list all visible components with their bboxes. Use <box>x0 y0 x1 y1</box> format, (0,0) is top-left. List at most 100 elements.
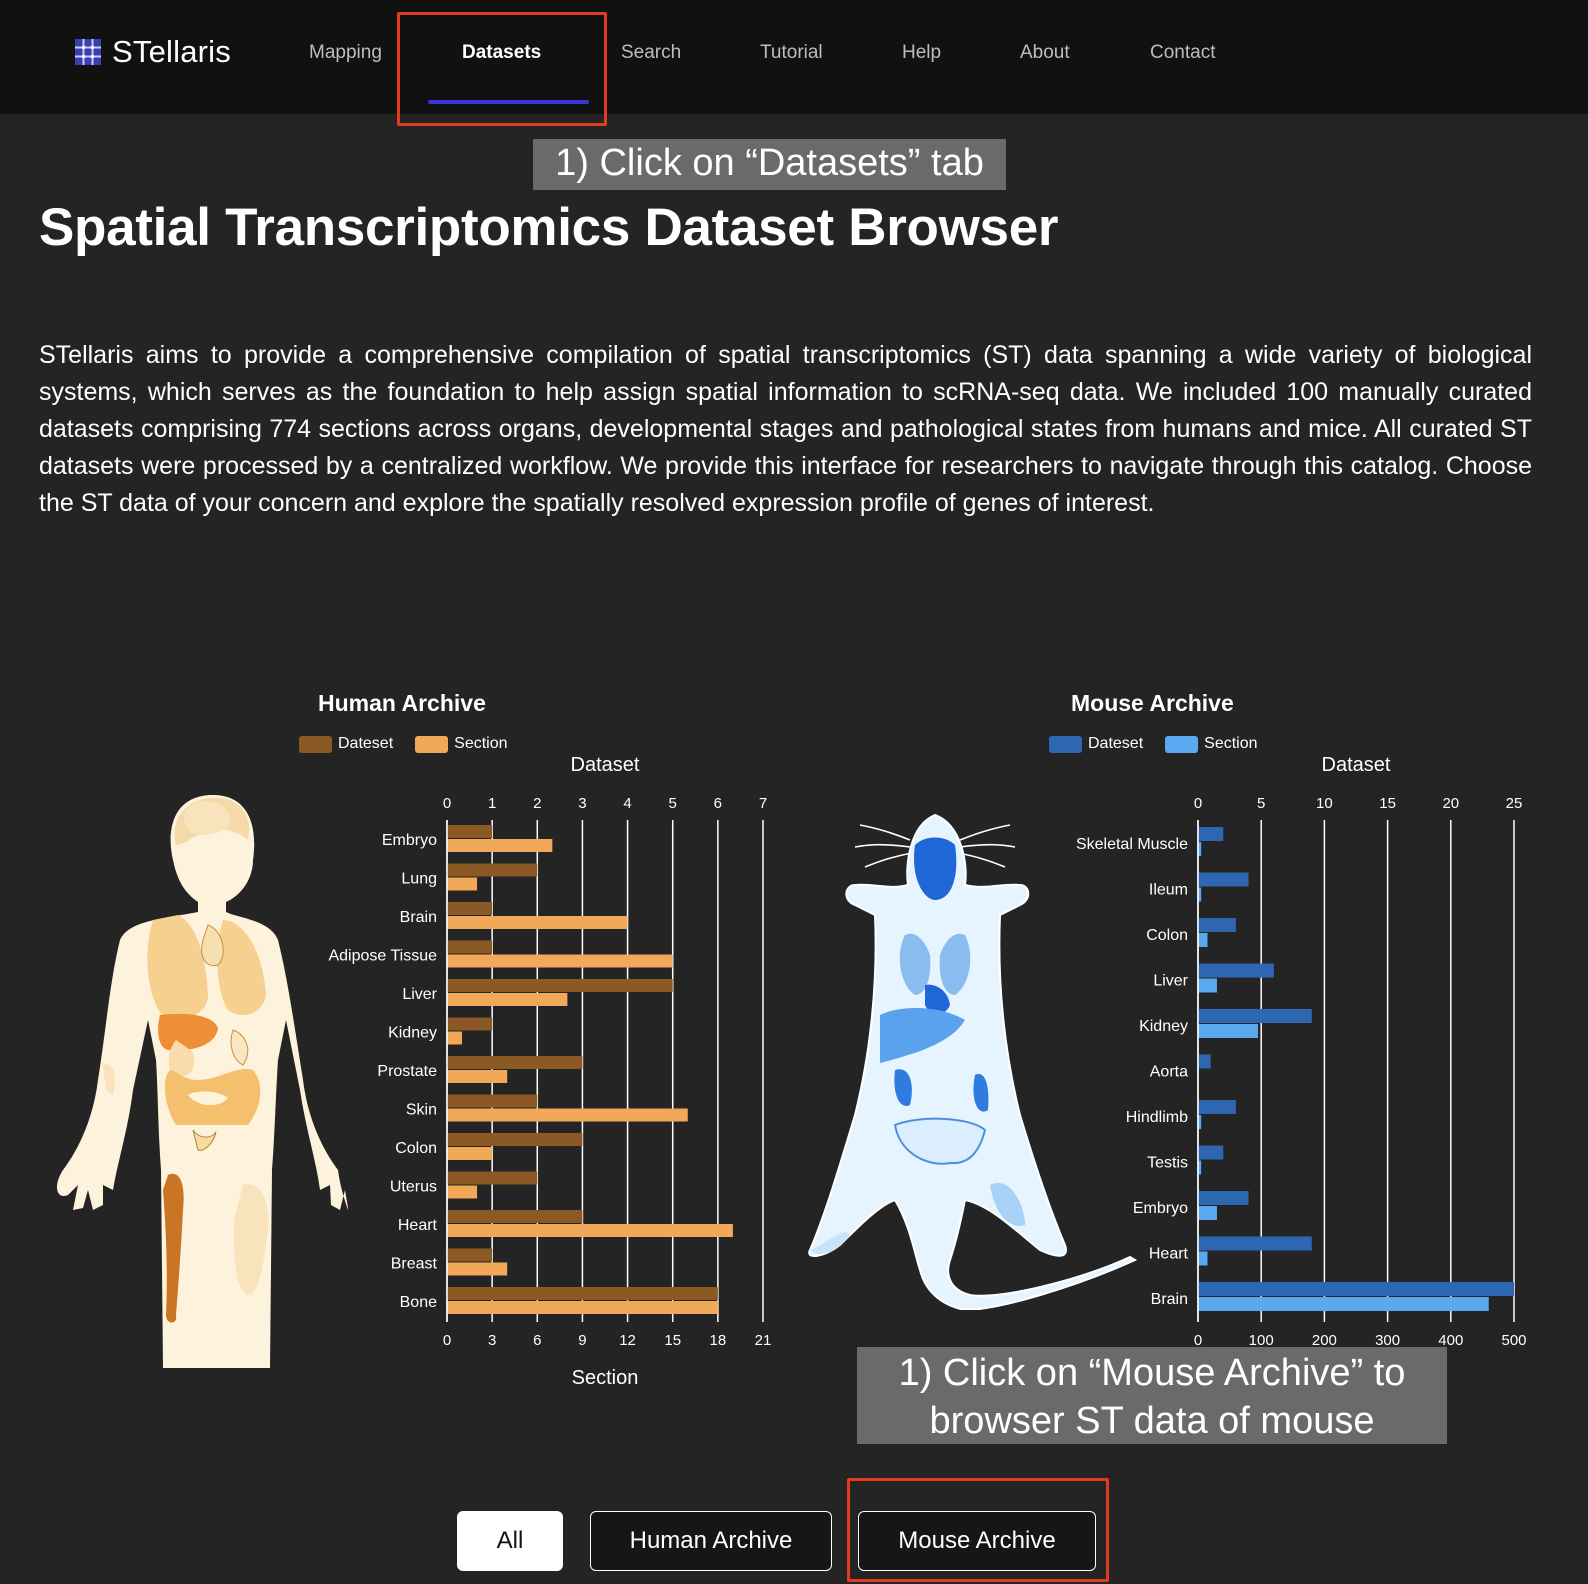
filter-mouse-archive-button[interactable]: Mouse Archive <box>858 1511 1096 1571</box>
section-bar <box>447 1224 733 1237</box>
top-tick-label: 1 <box>488 795 496 812</box>
section-bar <box>447 1108 688 1122</box>
category-label: Lung <box>401 871 437 888</box>
section-bar <box>1198 887 1202 902</box>
category-label: Colon <box>1146 927 1188 944</box>
top-tick-label: 20 <box>1442 795 1459 812</box>
dataset-bar <box>447 1287 718 1300</box>
section-bar <box>1198 1206 1217 1220</box>
legend-swatch-dataset <box>299 735 332 753</box>
nav-about[interactable]: About <box>1020 42 1070 63</box>
top-axis-label: Dataset <box>571 754 640 776</box>
top-tick-label: 10 <box>1316 795 1333 812</box>
section-bar <box>1198 1251 1208 1266</box>
category-label: Colon <box>395 1140 437 1157</box>
dataset-bar <box>447 902 493 915</box>
section-bar <box>447 1262 508 1276</box>
section-bar <box>447 916 628 929</box>
category-label: Skin <box>406 1102 437 1119</box>
dataset-bar <box>447 1017 493 1031</box>
bottom-axis-label: Section <box>572 1367 639 1389</box>
section-bar <box>447 1185 478 1199</box>
category-label: Liver <box>1153 973 1188 990</box>
category-label: Testis <box>1147 1155 1188 1172</box>
top-tick-label: 7 <box>759 795 767 812</box>
callout-line-2: browser ST data of mouse <box>929 1400 1375 1442</box>
top-tick-label: 0 <box>1194 795 1202 812</box>
dataset-bar <box>447 825 493 838</box>
human-legend: Dateset Section <box>299 735 508 753</box>
category-label: Aorta <box>1150 1064 1188 1081</box>
top-tick-label: 25 <box>1506 795 1523 812</box>
section-bar <box>447 954 673 968</box>
filter-all-button[interactable]: All <box>457 1511 563 1571</box>
top-tick-label: 3 <box>578 795 586 812</box>
bottom-tick-label: 300 <box>1375 1332 1400 1349</box>
nav-help[interactable]: Help <box>902 42 942 63</box>
bottom-tick-label: 15 <box>664 1332 681 1349</box>
nav-datasets[interactable]: Datasets <box>462 42 542 63</box>
bottom-tick-label: 21 <box>755 1332 772 1349</box>
category-label: Breast <box>391 1256 438 1273</box>
section-bar <box>447 1070 508 1083</box>
nav-tutorial[interactable]: Tutorial <box>760 42 823 63</box>
legend-label-dataset: Dateset <box>1088 735 1144 752</box>
legend-swatch-section <box>1165 735 1199 753</box>
dataset-bar <box>447 1133 583 1146</box>
dataset-bar <box>1198 827 1224 841</box>
bottom-tick-label: 12 <box>619 1332 636 1349</box>
legend-label-section: Section <box>454 735 508 752</box>
section-bar <box>447 993 568 1006</box>
mouse-archive-highlight-box <box>847 1478 1109 1582</box>
category-label: Skeletal Muscle <box>1076 836 1188 853</box>
section-bar <box>447 839 553 852</box>
legend-label-dataset: Dateset <box>338 735 394 752</box>
human-chart-title: Human Archive <box>318 690 486 716</box>
logo[interactable]: STellaris <box>74 34 231 70</box>
top-tick-label: 5 <box>1257 795 1265 812</box>
bottom-tick-label: 3 <box>488 1332 496 1349</box>
bottom-tick-label: 100 <box>1249 1332 1274 1349</box>
top-tick-label: 4 <box>623 795 631 812</box>
category-label: Kidney <box>1139 1018 1188 1035</box>
legend-swatch-dataset <box>1049 735 1082 753</box>
category-label: Embryo <box>382 832 437 849</box>
dataset-bar <box>447 1210 583 1223</box>
section-bar <box>1198 978 1217 993</box>
section-bar <box>447 1301 718 1314</box>
bottom-tick-label: 6 <box>533 1332 541 1349</box>
human-archive-chart: 0 1 2 3 4 5 6 70 3 6 9 12 15 18 21DatasetSectionEmbryo… <box>328 754 772 1389</box>
logo-text: STellaris <box>112 34 231 69</box>
bottom-tick-label: 400 <box>1438 1332 1463 1349</box>
bottom-tick-label: 500 <box>1501 1332 1526 1349</box>
dataset-bar <box>1198 963 1274 978</box>
category-label: Heart <box>1149 1246 1189 1263</box>
nav-mapping[interactable]: Mapping <box>309 42 382 63</box>
dataset-bar <box>1198 1282 1514 1296</box>
page-title: Spatial Transcriptomics Dataset Browser <box>39 198 1059 257</box>
top-tick-label: 0 <box>443 795 451 812</box>
top-tick-label: 5 <box>669 795 677 812</box>
top-tick-label: 6 <box>714 795 722 812</box>
dataset-bar <box>1198 1236 1312 1251</box>
category-label: Liver <box>402 986 437 1003</box>
grid-logo-icon <box>75 39 101 65</box>
legend-swatch-section <box>415 735 449 753</box>
dataset-bar <box>1198 1009 1312 1023</box>
nav-search[interactable]: Search <box>621 42 682 63</box>
dataset-bar <box>1198 872 1249 887</box>
dataset-bar <box>447 1171 538 1185</box>
category-label: Adipose Tissue <box>328 948 437 965</box>
category-label: Uterus <box>390 1179 437 1196</box>
section-bar <box>1198 933 1208 947</box>
bottom-tick-label: 200 <box>1312 1332 1337 1349</box>
bottom-tick-label: 0 <box>1194 1332 1202 1349</box>
dataset-bar <box>447 1248 493 1262</box>
top-axis-label: Dataset <box>1322 754 1391 776</box>
nav-contact[interactable]: Contact <box>1150 42 1216 63</box>
category-label: Hindlimb <box>1126 1109 1188 1126</box>
section-bar <box>447 1147 493 1160</box>
dataset-bar <box>447 940 493 954</box>
filter-human-archive-button[interactable]: Human Archive <box>590 1511 832 1571</box>
category-label: Prostate <box>377 1063 437 1080</box>
